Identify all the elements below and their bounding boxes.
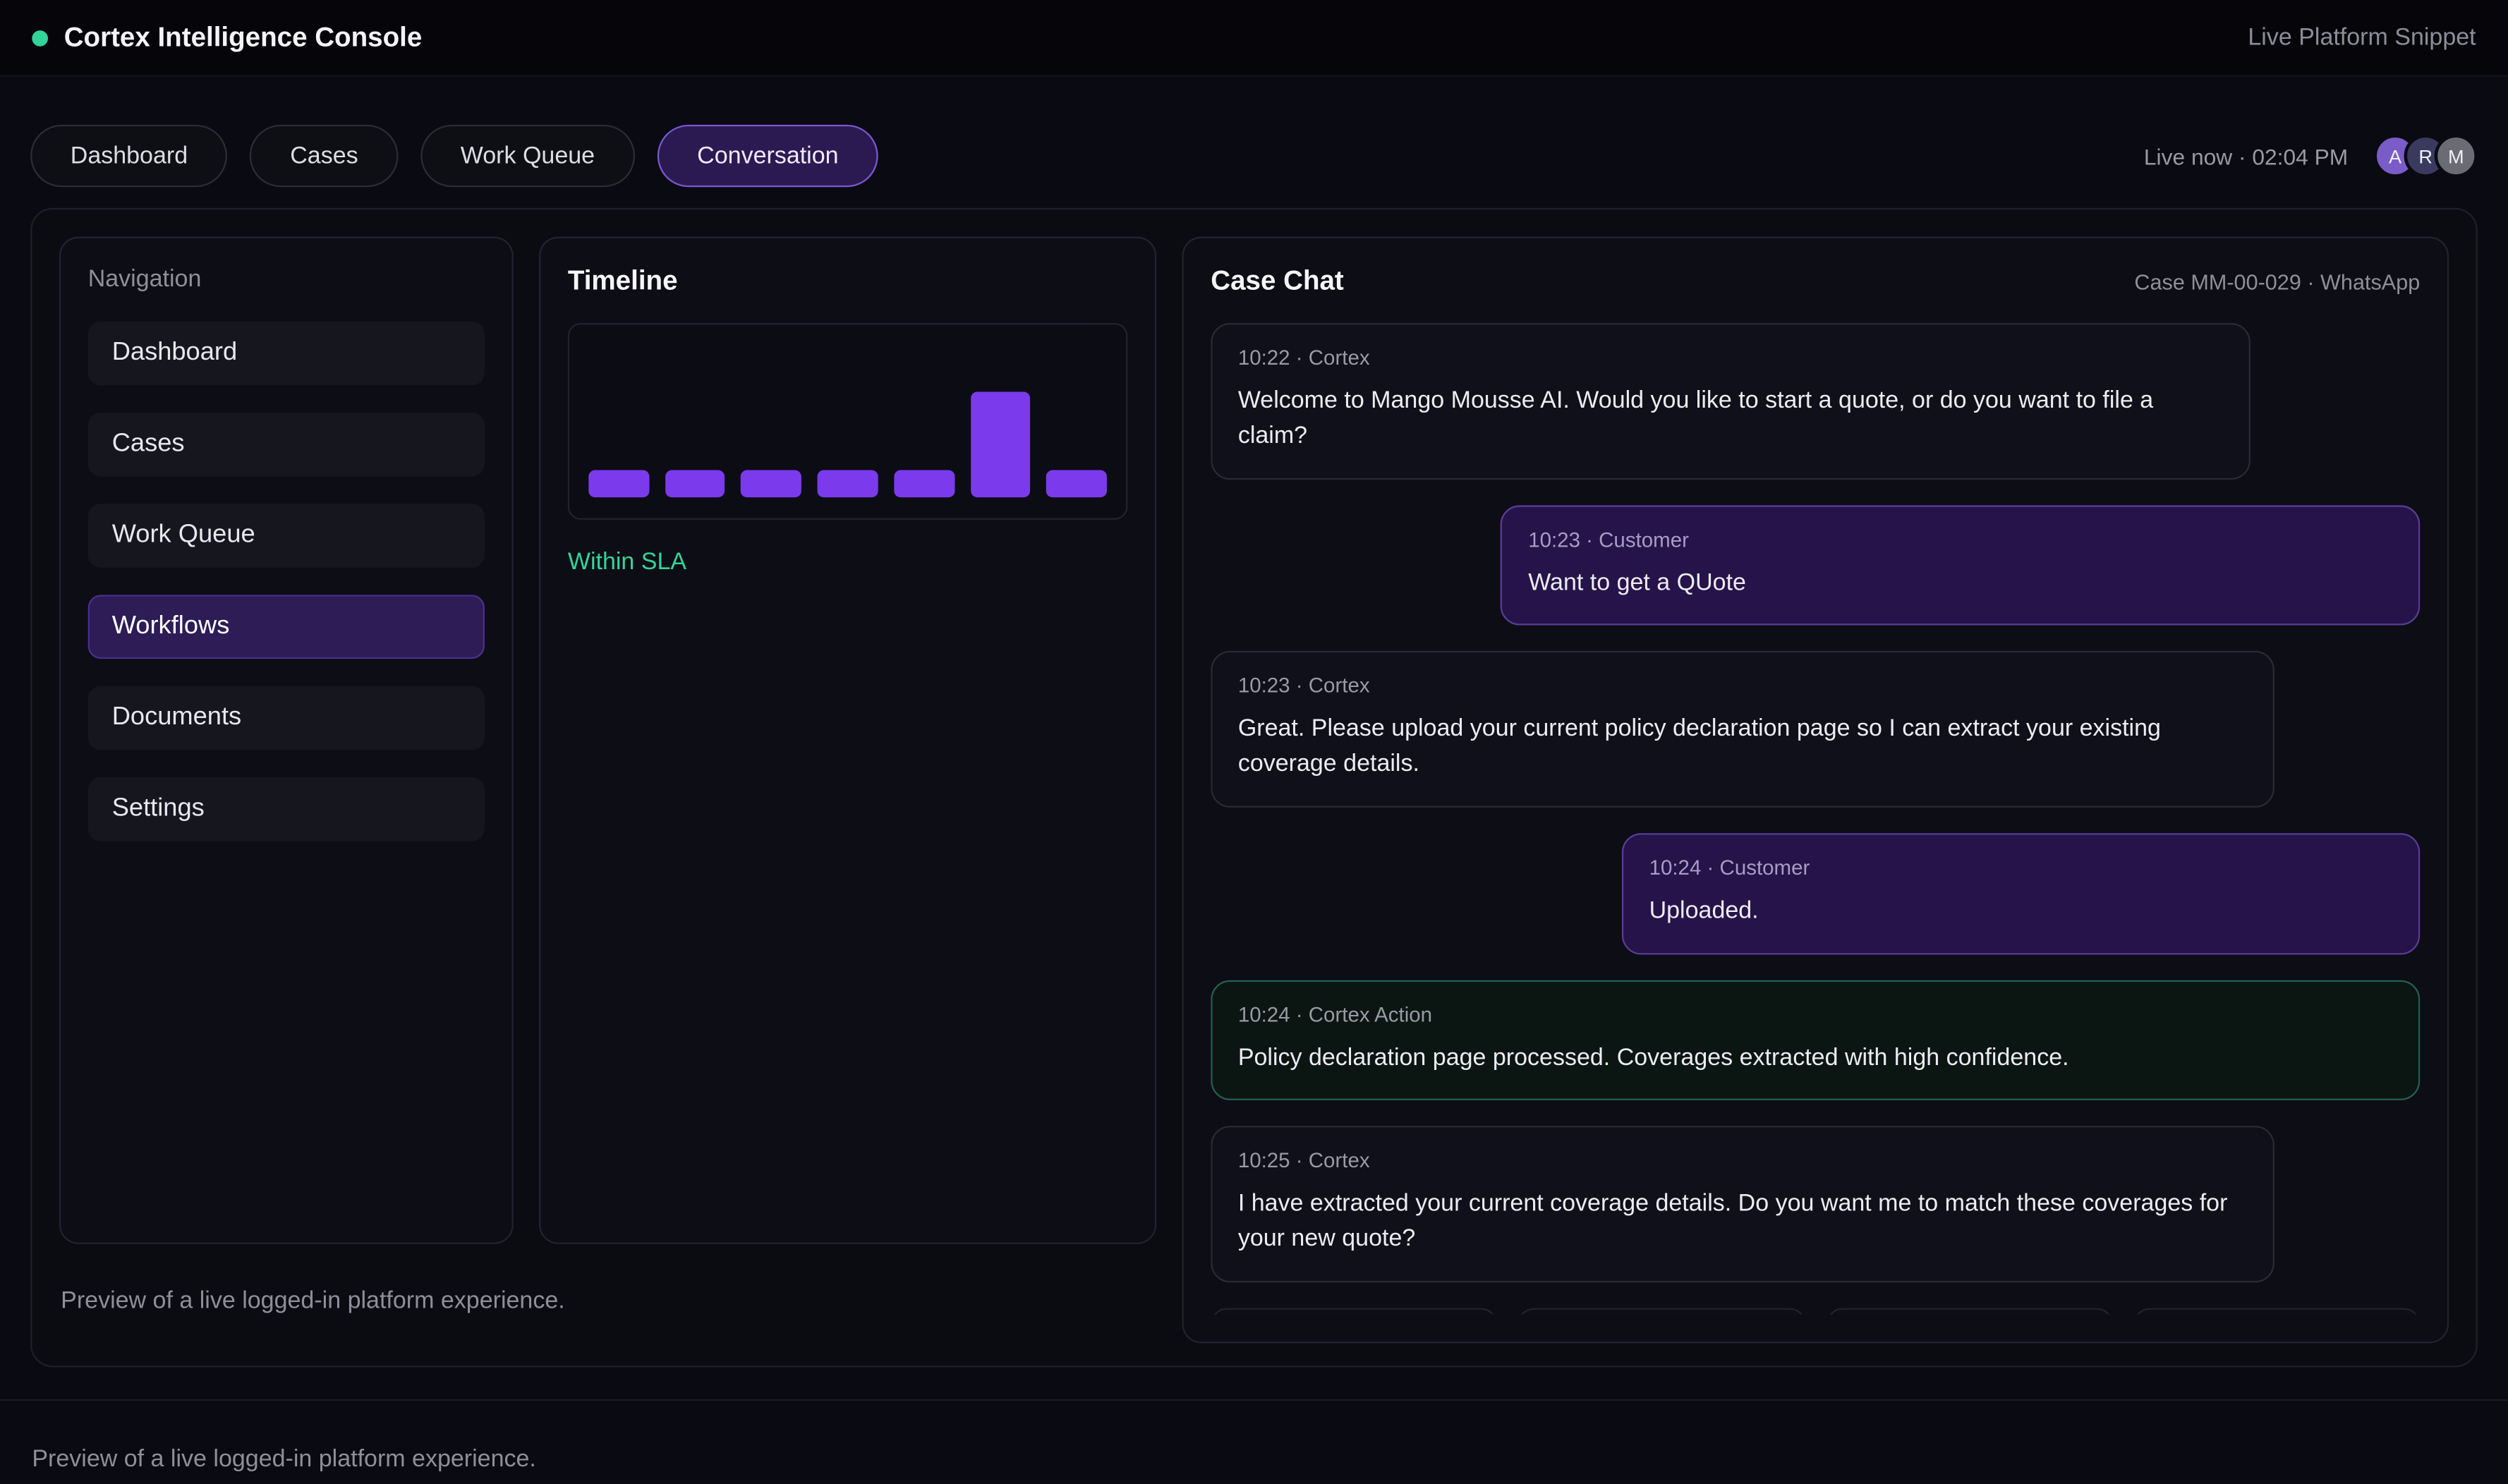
message-text: I have extracted your current coverage d…	[1237, 1190, 2228, 1253]
sidebar-title: Navigation	[87, 265, 202, 293]
message-meta: 10:23 · Customer	[1528, 527, 1689, 552]
chat-message-agent: 10:23 · Cortex Great. Please upload your…	[1211, 651, 2275, 808]
panel-columns: Navigation Dashboard Cases Work Queue Wo…	[59, 236, 2449, 1344]
app-title: Cortex Intelligence Console	[63, 21, 423, 52]
timeline-bar	[741, 470, 802, 498]
stat-card: 7	[1518, 1308, 1805, 1315]
message-text: Want to get a QUote	[1528, 568, 1746, 596]
message-text: Great. Please upload your current policy…	[1237, 715, 2161, 777]
tab-cases[interactable]: Cases	[250, 124, 399, 188]
message-text: Policy declaration page processed. Cover…	[1237, 1043, 2069, 1071]
avatar-m[interactable]: M	[2434, 134, 2478, 178]
stat-card: 1	[1826, 1308, 2113, 1315]
message-meta: 10:22 · Cortex	[1237, 345, 1370, 370]
message-meta: 10:24 · Customer	[1649, 855, 1810, 880]
chat-header: Case Chat Case MM-00-029 · WhatsApp	[1211, 265, 2420, 297]
brand: Cortex Intelligence Console	[32, 22, 422, 54]
message-meta: 10:25 · Cortex	[1237, 1148, 1370, 1173]
stat-card: On Track	[2133, 1308, 2421, 1315]
footer-caption: Preview of a live logged-in platform exp…	[32, 1445, 536, 1473]
timeline-bar	[1046, 470, 1107, 498]
message-meta: 10:23 · Cortex	[1237, 674, 1370, 698]
timeline-bar-chart	[567, 322, 1128, 520]
chat-message-customer: 10:24 · Customer Uploaded.	[1622, 832, 2421, 954]
timeline-bar	[588, 470, 649, 498]
timeline-bar	[665, 470, 726, 498]
avatar-group: A R M	[2373, 134, 2478, 178]
stat-card: 18	[1211, 1308, 1498, 1315]
sidebar: Navigation Dashboard Cases Work Queue Wo…	[59, 236, 514, 1244]
message-meta: 10:24 · Cortex Action	[1237, 1002, 1433, 1026]
sidebar-list: Dashboard Cases Work Queue Workflows Doc…	[87, 321, 485, 841]
chat-message-agent: 10:22 · Cortex Welcome to Mango Mousse A…	[1211, 322, 2251, 480]
timeline-bar	[894, 470, 955, 498]
sla-status: Within SLA	[567, 548, 687, 576]
case-label: Case MM-00-029 · WhatsApp	[2134, 270, 2421, 295]
sidebar-item-documents[interactable]: Documents	[87, 686, 485, 750]
chat-message-agent: 10:25 · Cortex I have extracted your cur…	[1211, 1126, 2275, 1282]
tab-dashboard[interactable]: Dashboard	[30, 124, 228, 188]
sidebar-item-work-queue[interactable]: Work Queue	[87, 504, 485, 568]
chat-message-customer: 10:23 · Customer Want to get a QUote	[1501, 504, 2421, 626]
chat-message-action: 10:24 · Cortex Action Policy declaration…	[1211, 979, 2421, 1101]
chat-title: Case Chat	[1211, 265, 1344, 296]
platform-snippet-label: Live Platform Snippet	[2248, 24, 2476, 51]
timeline-panel: Timeline Within SLA	[539, 236, 1157, 1244]
sidebar-item-workflows[interactable]: Workflows	[87, 595, 485, 659]
sidebar-item-dashboard[interactable]: Dashboard	[87, 321, 485, 386]
panel-footnote: Preview of a live logged-in platform exp…	[61, 1287, 565, 1315]
sidebar-item-settings[interactable]: Settings	[87, 777, 485, 841]
tabs-row: Dashboard Cases Work Queue Conversation …	[0, 124, 2508, 188]
page-footer: Preview of a live logged-in platform exp…	[0, 1399, 2508, 1473]
message-text: Welcome to Mango Mousse AI. Would you li…	[1237, 387, 2154, 449]
timeline-bar	[817, 470, 878, 498]
tab-work-queue[interactable]: Work Queue	[420, 124, 635, 188]
live-status: Live now · 02:04 PM	[2143, 142, 2349, 169]
primary-tabs: Dashboard Cases Work Queue Conversation	[30, 124, 879, 188]
tab-conversation[interactable]: Conversation	[657, 124, 879, 188]
message-text: Uploaded.	[1649, 896, 1759, 924]
tabs-right: Live now · 02:04 PM A R M	[2143, 134, 2478, 178]
sidebar-item-cases[interactable]: Cases	[87, 412, 485, 477]
online-status-dot-icon	[32, 29, 49, 46]
top-bar: Cortex Intelligence Console Live Platfor…	[0, 0, 2508, 77]
chat-panel: Case Chat Case MM-00-029 · WhatsApp 10:2…	[1182, 236, 2449, 1344]
main-panel: Navigation Dashboard Cases Work Queue Wo…	[30, 207, 2478, 1368]
timeline-bar	[970, 391, 1031, 498]
chat-stats-row: 18 7 1 On Track	[1211, 1308, 2421, 1315]
timeline-title: Timeline	[567, 265, 678, 296]
chat-messages-scroll-area[interactable]: 10:22 · Cortex Welcome to Mango Mousse A…	[1211, 322, 2421, 1315]
